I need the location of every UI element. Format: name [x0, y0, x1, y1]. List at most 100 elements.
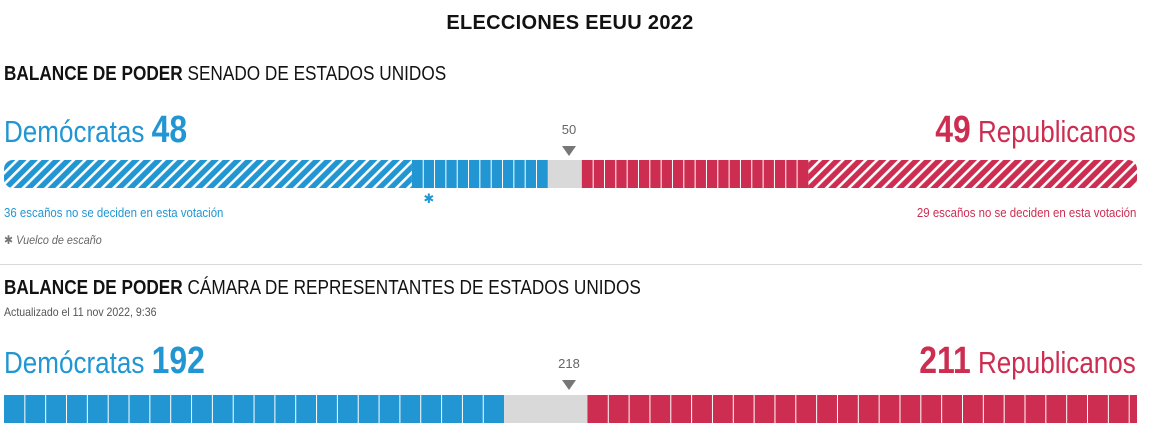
bar-segment-won-rep — [587, 395, 1137, 423]
seat-divider — [274, 395, 276, 423]
house-rep-summary: 211 Republicanos — [919, 340, 1136, 382]
seat-divider — [607, 395, 609, 423]
house-dem-summary: Demócratas 192 — [4, 340, 205, 382]
seat-divider — [899, 395, 901, 423]
seat-divider — [626, 160, 628, 188]
senate-majority-marker-icon — [562, 146, 576, 156]
seat-divider — [378, 395, 380, 423]
seat-divider — [670, 395, 672, 423]
seat-divider — [773, 160, 775, 188]
senate-rep-undecided-note: 29 escaños no se deciden en esta votació… — [916, 205, 1136, 220]
seat-divider — [1024, 395, 1026, 423]
seat-divider — [637, 160, 639, 188]
seat-divider — [705, 160, 707, 188]
senate-section-title: BALANCE DE PODER SENADO DE ESTADOS UNIDO… — [4, 63, 446, 86]
seat-divider — [357, 395, 359, 423]
seat-divider — [316, 395, 318, 423]
seat-divider — [513, 160, 515, 188]
seat-divider — [774, 395, 776, 423]
house-section-title: BALANCE DE PODER CÁMARA DE REPRESENTANTE… — [4, 277, 641, 300]
senate-dem-summary: Demócratas 48 — [4, 109, 188, 151]
seat-divider — [717, 160, 719, 188]
seat-divider — [536, 160, 538, 188]
seat-divider — [128, 395, 130, 423]
flip-star-icon: ✱ — [423, 192, 434, 206]
seat-divider — [434, 160, 436, 188]
seat-divider — [1087, 395, 1089, 423]
house-dem-count: 192 — [151, 340, 205, 382]
seat-divider — [211, 395, 213, 423]
seat-divider — [24, 395, 26, 423]
seat-divider — [482, 395, 484, 423]
senate-rep-summary: 49 Republicanos — [935, 109, 1136, 151]
senate-title-rest: SENADO DE ESTADOS UNIDOS — [182, 63, 447, 85]
house-majority-marker-icon — [562, 380, 576, 390]
seat-divider — [732, 395, 734, 423]
seat-divider — [232, 395, 234, 423]
seat-divider — [920, 395, 922, 423]
seat-divider — [468, 160, 470, 188]
star-icon: ✱ — [4, 233, 14, 247]
senate-rep-count: 49 — [935, 109, 971, 151]
seat-divider — [524, 160, 526, 188]
seat-divider — [461, 395, 463, 423]
seat-divider — [660, 160, 662, 188]
seat-divider — [878, 395, 880, 423]
bar-segment-undecided-undecided — [504, 395, 588, 423]
senate-dem-label: Demócratas — [4, 114, 145, 149]
seat-divider — [671, 160, 673, 188]
bar-segment-not_up-dem — [4, 160, 412, 188]
seat-divider — [728, 160, 730, 188]
seat-divider — [795, 395, 797, 423]
house-dem-label: Demócratas — [4, 345, 145, 380]
seat-divider — [691, 395, 693, 423]
seat-divider — [816, 395, 818, 423]
page-title: ELECCIONES EEUU 2022 — [446, 12, 694, 34]
seat-divider — [961, 395, 963, 423]
seat-divider — [45, 395, 47, 423]
seat-divider — [649, 160, 651, 188]
seat-divider — [399, 395, 401, 423]
seat-divider — [441, 395, 443, 423]
senate-dem-count: 48 — [151, 109, 188, 151]
seat-divider — [479, 160, 481, 188]
seat-divider — [796, 160, 798, 188]
seat-divider — [456, 160, 458, 188]
house-title-rest: CÁMARA DE REPRESENTANTES DE ESTADOS UNID… — [182, 277, 641, 299]
seat-divider — [762, 160, 764, 188]
seat-divider — [170, 395, 172, 423]
senate-dem-undecided-note: 36 escaños no se deciden en esta votació… — [4, 205, 224, 220]
seat-divider — [336, 395, 338, 423]
house-rep-label: Republicanos — [978, 345, 1136, 380]
section-divider — [0, 264, 1142, 265]
seat-divider — [445, 160, 447, 188]
senate-bar: ✱ — [4, 160, 1137, 206]
seat-divider — [107, 395, 109, 423]
seat-divider — [295, 395, 297, 423]
seat-divider — [711, 395, 713, 423]
seat-divider — [857, 395, 859, 423]
house-majority-label: 218 — [558, 356, 580, 371]
seat-divider — [785, 160, 787, 188]
seat-divider — [490, 160, 492, 188]
seat-divider — [603, 160, 605, 188]
seat-divider — [615, 160, 617, 188]
flip-legend: ✱ Vuelco de escaño — [4, 233, 102, 247]
seat-divider — [836, 395, 838, 423]
seat-divider — [422, 160, 424, 188]
seat-divider — [1003, 395, 1005, 423]
senate-title-bold: BALANCE DE PODER — [4, 63, 183, 85]
seat-divider — [683, 160, 685, 188]
seat-divider — [982, 395, 984, 423]
house-bar — [4, 395, 1137, 423]
senate-majority-label: 50 — [561, 122, 577, 137]
house-rep-count: 211 — [919, 340, 971, 382]
seat-divider — [739, 160, 741, 188]
bar-segment-undecided-undecided — [547, 160, 582, 188]
seat-divider — [191, 395, 193, 423]
seat-divider — [753, 395, 755, 423]
seat-divider — [592, 160, 594, 188]
seat-divider — [694, 160, 696, 188]
flip-legend-text: Vuelco de escaño — [16, 233, 102, 247]
seat-divider — [1128, 395, 1130, 423]
